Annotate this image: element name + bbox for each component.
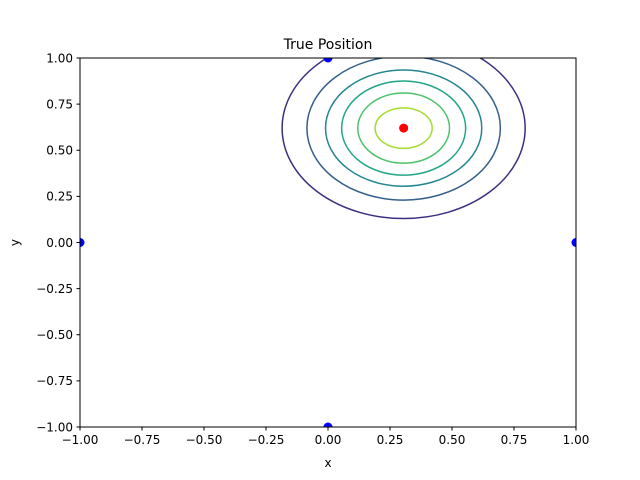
x-tick-label: −1.00 xyxy=(62,433,99,447)
y-tick-label: −0.50 xyxy=(36,328,73,342)
x-tick-label: 0.50 xyxy=(439,433,466,447)
x-tick-label: −0.75 xyxy=(124,433,161,447)
y-tick-label: 0.50 xyxy=(46,144,73,158)
y-tick-label: −0.75 xyxy=(36,374,73,388)
x-tick-label: 0.75 xyxy=(501,433,528,447)
x-tick-label: −0.25 xyxy=(248,433,285,447)
x-tick-label: 0.00 xyxy=(315,433,342,447)
y-tick-label: 0.75 xyxy=(46,97,73,111)
x-axis-label: x xyxy=(324,456,331,470)
anchor-point-1 xyxy=(80,238,85,247)
x-tick-label: 0.25 xyxy=(377,433,404,447)
x-axis: −1.00 −0.75 −0.50 −0.25 0.00 0.25 0.50 0.75 1.00 xyxy=(62,427,590,447)
y-tick-label: 1.00 xyxy=(46,51,73,65)
anchor-point-4 xyxy=(323,422,333,427)
contour-level-2 xyxy=(306,58,502,201)
contour-level-5 xyxy=(357,92,451,164)
y-tick-label: −1.00 xyxy=(36,420,73,434)
y-tick-label: −0.25 xyxy=(36,282,73,296)
x-tick-label: 1.00 xyxy=(563,433,590,447)
y-tick-label: 0.25 xyxy=(46,190,73,204)
anchor-point-2 xyxy=(323,58,333,63)
anchor-point-3 xyxy=(571,238,576,247)
x-tick-label: −0.50 xyxy=(186,433,223,447)
contour-layer xyxy=(281,58,526,220)
chart-title: True Position xyxy=(283,37,373,53)
contour-level-6 xyxy=(374,107,433,150)
y-axis-label: y xyxy=(8,239,22,246)
contour-level-3 xyxy=(324,69,483,187)
point-layer xyxy=(80,58,576,427)
y-tick-label: 0.00 xyxy=(46,236,73,250)
true-position-point xyxy=(399,123,409,133)
contour-level-4 xyxy=(340,80,467,176)
contour-level-1 xyxy=(281,58,526,220)
y-axis: −1.00 −0.75 −0.50 −0.25 0.00 0.25 0.50 0.75 1.00 xyxy=(36,51,80,434)
